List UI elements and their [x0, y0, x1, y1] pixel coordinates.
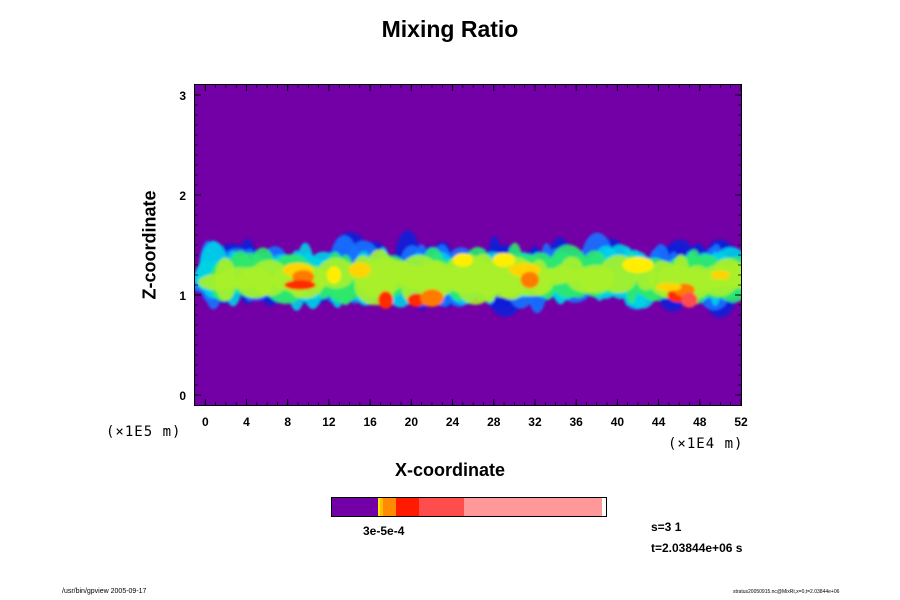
- colorbar-segment: [332, 498, 378, 516]
- contour-blob: [577, 264, 616, 294]
- y-scale-note: (×1E5 m): [106, 424, 182, 440]
- contour-blob: [446, 263, 484, 294]
- x-scale-note: (×1E4 m): [668, 436, 744, 452]
- x-tick-label: 0: [202, 415, 209, 429]
- heatmap-background: [195, 85, 741, 405]
- y-axis-label: Z-coordinate: [139, 190, 160, 300]
- colorbar: [331, 497, 607, 517]
- x-tick-label: 20: [405, 415, 419, 429]
- contour-blob: [419, 273, 451, 292]
- contour-hotspot: [492, 252, 516, 268]
- contour-hotspot: [452, 253, 473, 267]
- x-tick-label: 8: [284, 415, 291, 429]
- contour-hotspot: [378, 291, 394, 309]
- x-tick-label: 24: [446, 415, 460, 429]
- x-tick-label: 36: [569, 415, 583, 429]
- t-value: t=2.03844e+06 s: [651, 541, 743, 555]
- x-tick-label: 44: [652, 415, 666, 429]
- x-tick-label: 28: [487, 415, 501, 429]
- x-axis-label: X-coordinate: [394, 460, 505, 480]
- y-tick-label: 2: [179, 189, 186, 203]
- contour-hotspot: [656, 282, 682, 292]
- colorbar-label: 3e-5e-4: [363, 524, 405, 538]
- contour-hotspot: [420, 289, 444, 307]
- contour-hotspot: [520, 271, 540, 289]
- contour-hotspot: [681, 292, 698, 308]
- chart-title: Mixing Ratio: [381, 16, 519, 42]
- x-tick-label: 40: [611, 415, 625, 429]
- contour-hotspot: [710, 270, 730, 280]
- footer-right: stratus20050915.nc@MixRt,x=0,t=2.03844e+…: [733, 589, 840, 595]
- plot-area: [194, 84, 742, 406]
- colorbar-segment: [396, 498, 419, 516]
- x-tick-label: 52: [734, 415, 748, 429]
- contour-hotspot: [284, 280, 316, 290]
- y-tick-label: 0: [179, 389, 186, 403]
- x-tick-label: 32: [528, 415, 542, 429]
- contour-hotspot: [622, 256, 654, 274]
- colorbar-segment: [378, 498, 380, 516]
- x-tick-label: 16: [363, 415, 377, 429]
- colorbar-segment: [464, 498, 602, 516]
- x-tick-label: 48: [693, 415, 707, 429]
- contour-hotspot: [327, 266, 342, 284]
- footer-left: /usr/bin/gpview 2005-09-17: [62, 588, 147, 595]
- x-tick-label: 12: [322, 415, 336, 429]
- y-tick-label: 1: [179, 289, 186, 303]
- y-tick-label: 3: [179, 89, 186, 103]
- contour-hotspot: [348, 262, 371, 278]
- colorbar-segment: [383, 498, 396, 516]
- contour-blob: [218, 267, 262, 290]
- colorbar-segment: [380, 498, 383, 516]
- heatmap-field: [195, 85, 741, 405]
- s-value: s=3 1: [651, 520, 682, 534]
- colorbar-segment: [419, 498, 464, 516]
- x-tick-label: 4: [243, 415, 250, 429]
